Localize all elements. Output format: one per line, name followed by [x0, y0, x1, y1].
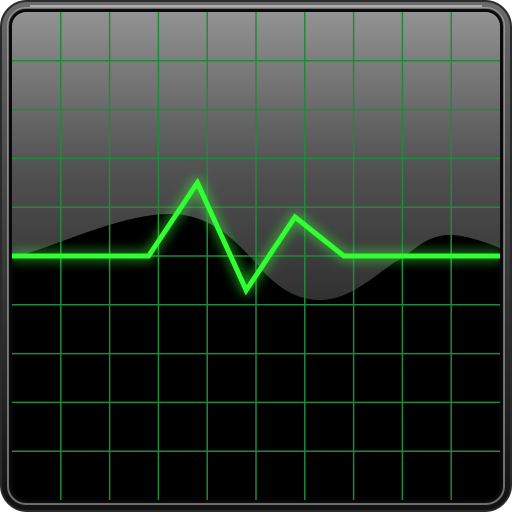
waveform-trace	[12, 177, 500, 296]
